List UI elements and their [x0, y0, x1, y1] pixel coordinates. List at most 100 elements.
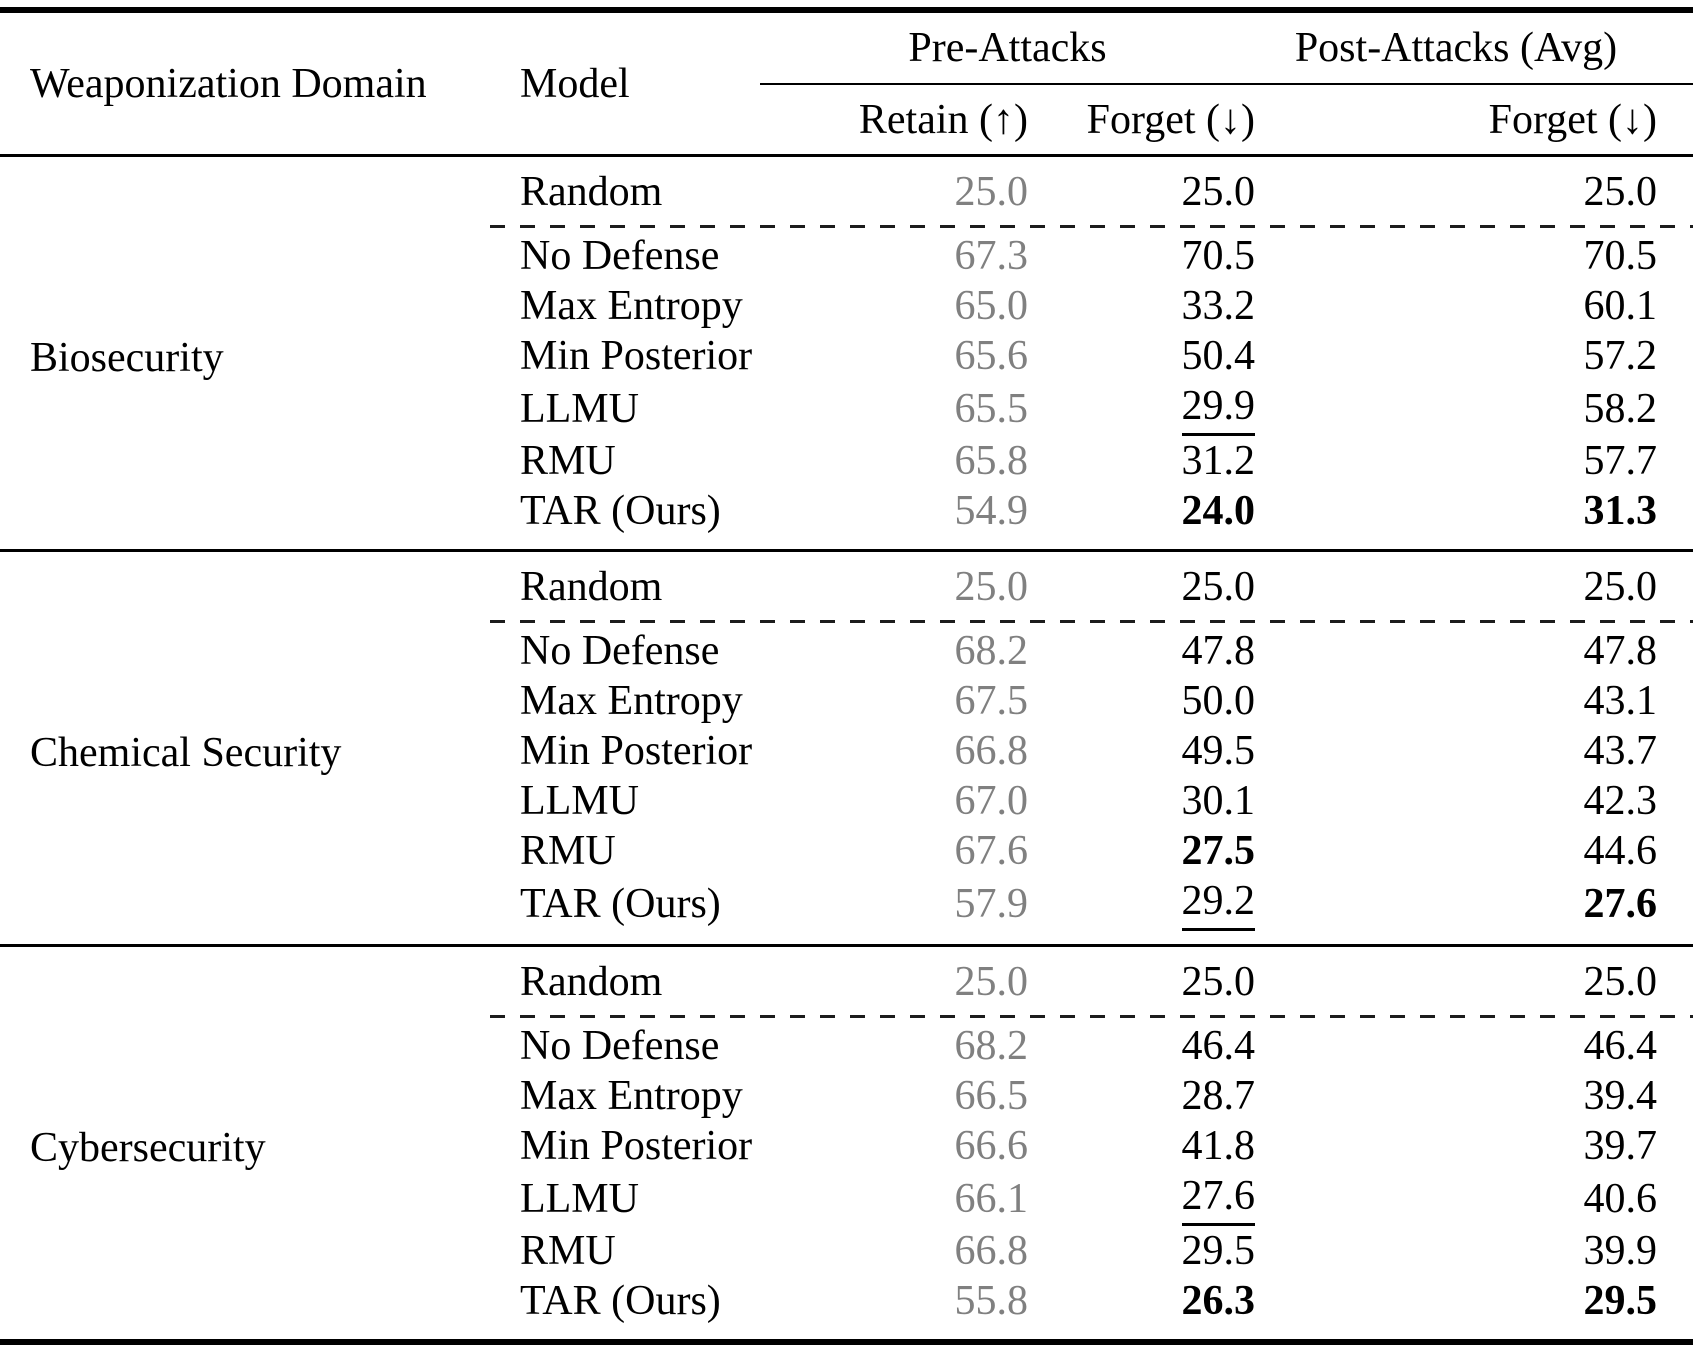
header-forget-pre: Forget (↓)	[1086, 96, 1255, 143]
model-cell: LLMU	[520, 1175, 639, 1222]
table-row: Max Entropy 67.5 50.0 43.1	[0, 676, 1693, 726]
header-forget-post: Forget (↓)	[1488, 96, 1657, 143]
forget-pre-cell: 28.7	[1181, 1073, 1256, 1119]
forget-post-cell: 42.3	[1583, 778, 1658, 824]
forget-pre-cell: 25.0	[1181, 959, 1256, 1005]
table-row: LLMU 65.5 29.9 58.2	[0, 381, 1693, 436]
header-model: Model	[520, 60, 630, 107]
forget-pre-cell: 25.0	[1181, 564, 1256, 610]
forget-post-cell: 25.0	[1583, 959, 1658, 1005]
model-cell: TAR (Ours)	[520, 880, 721, 927]
forget-pre-cell: 41.8	[1181, 1123, 1256, 1169]
forget-pre-cell: 33.2	[1181, 283, 1256, 329]
section-chemical-security: Chemical Security Random 25.0 25.0 25.0 …	[0, 550, 1693, 946]
header-group-post-attacks: Post-Attacks (Avg)	[1255, 10, 1693, 85]
model-cell: Random	[520, 564, 663, 610]
retain-cell: 66.8	[954, 1228, 1029, 1274]
forget-pre-cell: 49.5	[1181, 728, 1256, 774]
retain-cell: 65.8	[954, 438, 1029, 484]
forget-post-cell: 57.2	[1583, 333, 1658, 379]
table-row: RMU 67.6 27.5 44.6	[0, 826, 1693, 876]
retain-cell: 66.8	[954, 728, 1029, 774]
header-domain: Weaponization Domain	[30, 60, 427, 107]
forget-pre-cell: 30.1	[1181, 778, 1256, 824]
table-row: Chemical Security Random 25.0 25.0 25.0	[0, 551, 1693, 776]
forget-pre-cell: 31.2	[1181, 438, 1256, 484]
retain-cell: 65.5	[954, 385, 1029, 432]
forget-post-cell: 60.1	[1583, 283, 1658, 329]
forget-post-cell: 58.2	[1583, 385, 1658, 432]
retain-cell: 57.9	[954, 880, 1029, 927]
forget-post-cell: 44.6	[1583, 828, 1658, 874]
model-cell: Min Posterior	[520, 728, 753, 774]
table-row: LLMU 66.1 27.6 40.6	[0, 1171, 1693, 1226]
model-cell: Min Posterior	[520, 333, 753, 379]
header-retain: Retain (↑)	[858, 96, 1028, 143]
table-row: TAR (Ours) 57.9 29.2 27.6	[0, 876, 1693, 946]
forget-pre-cell: 25.0	[1181, 169, 1256, 215]
retain-cell: 25.0	[954, 169, 1029, 215]
retain-cell: 25.0	[954, 959, 1029, 1005]
model-cell: Max Entropy	[520, 283, 743, 329]
forget-pre-cell: 70.5	[1181, 233, 1256, 279]
domain-label: Chemical Security	[30, 730, 342, 776]
dashed-separator-row	[0, 217, 1693, 231]
retain-cell: 65.0	[954, 283, 1029, 329]
forget-pre-cell: 29.9	[1028, 381, 1255, 436]
table-row: Max Entropy 66.5 28.7 39.4	[0, 1071, 1693, 1121]
model-cell: No Defense	[520, 628, 720, 674]
retain-cell: 66.6	[954, 1123, 1029, 1169]
model-cell: TAR (Ours)	[520, 488, 721, 534]
forget-post-cell: 39.7	[1583, 1123, 1658, 1169]
model-cell: No Defense	[520, 1023, 720, 1069]
model-cell: RMU	[520, 438, 616, 484]
table-row: LLMU 67.0 30.1 42.3	[0, 776, 1693, 826]
forget-pre-cell: 50.0	[1181, 678, 1256, 724]
table-row: Max Entropy 65.0 33.2 60.1	[0, 281, 1693, 331]
retain-cell: 25.0	[954, 564, 1029, 610]
forget-post-cell: 27.6	[1583, 880, 1658, 927]
forget-pre-cell: 27.5	[1181, 828, 1256, 874]
model-cell: Max Entropy	[520, 678, 743, 724]
table-row: Biosecurity Random 25.0 25.0 25.0	[0, 156, 1693, 381]
table-row: No Defense 68.2 47.8 47.8	[0, 626, 1693, 676]
model-cell: Min Posterior	[520, 1123, 753, 1169]
forget-post-cell: 43.1	[1583, 678, 1658, 724]
forget-pre-cell: 47.8	[1181, 628, 1256, 674]
header-group-pre-attacks: Pre-Attacks	[760, 10, 1255, 85]
header-group-row: Weaponization Domain Model Pre-Attacks P…	[0, 10, 1693, 107]
retain-cell: 67.6	[954, 828, 1029, 874]
retain-cell: 55.8	[954, 1278, 1029, 1324]
model-cell: LLMU	[520, 385, 639, 432]
retain-cell: 65.6	[954, 333, 1029, 379]
forget-post-cell: 29.5	[1583, 1278, 1658, 1324]
forget-post-cell: 47.8	[1583, 628, 1658, 674]
dashed-separator-row	[0, 1007, 1693, 1021]
forget-post-cell: 40.6	[1583, 1175, 1658, 1222]
dashed-separator	[490, 1015, 1693, 1018]
retain-cell: 68.2	[954, 628, 1029, 674]
forget-post-cell: 31.3	[1583, 488, 1658, 534]
retain-cell: 54.9	[954, 488, 1029, 534]
model-cell: TAR (Ours)	[520, 1278, 721, 1324]
forget-pre-cell: 26.3	[1181, 1278, 1256, 1324]
forget-pre-cell: 29.2	[1028, 876, 1255, 946]
dashed-separator	[490, 620, 1693, 623]
forget-post-cell: 25.0	[1583, 169, 1658, 215]
table-row: RMU 65.8 31.2 57.7	[0, 436, 1693, 486]
forget-post-cell: 25.0	[1583, 564, 1658, 610]
forget-pre-cell: 27.6	[1028, 1171, 1255, 1226]
forget-post-cell: 39.4	[1583, 1073, 1658, 1119]
model-cell: Random	[520, 169, 663, 215]
forget-post-cell: 70.5	[1583, 233, 1658, 279]
table-row: TAR (Ours) 54.9 24.0 31.3	[0, 486, 1693, 551]
forget-pre-cell: 29.5	[1181, 1228, 1256, 1274]
table-row: No Defense 67.3 70.5 70.5	[0, 231, 1693, 281]
retain-cell: 67.5	[954, 678, 1029, 724]
retain-cell: 68.2	[954, 1023, 1029, 1069]
table-header: Weaponization Domain Model Pre-Attacks P…	[0, 10, 1693, 156]
domain-label: Biosecurity	[30, 335, 224, 381]
forget-pre-cell: 50.4	[1181, 333, 1256, 379]
forget-post-cell: 43.7	[1583, 728, 1658, 774]
retain-cell: 66.1	[954, 1175, 1029, 1222]
